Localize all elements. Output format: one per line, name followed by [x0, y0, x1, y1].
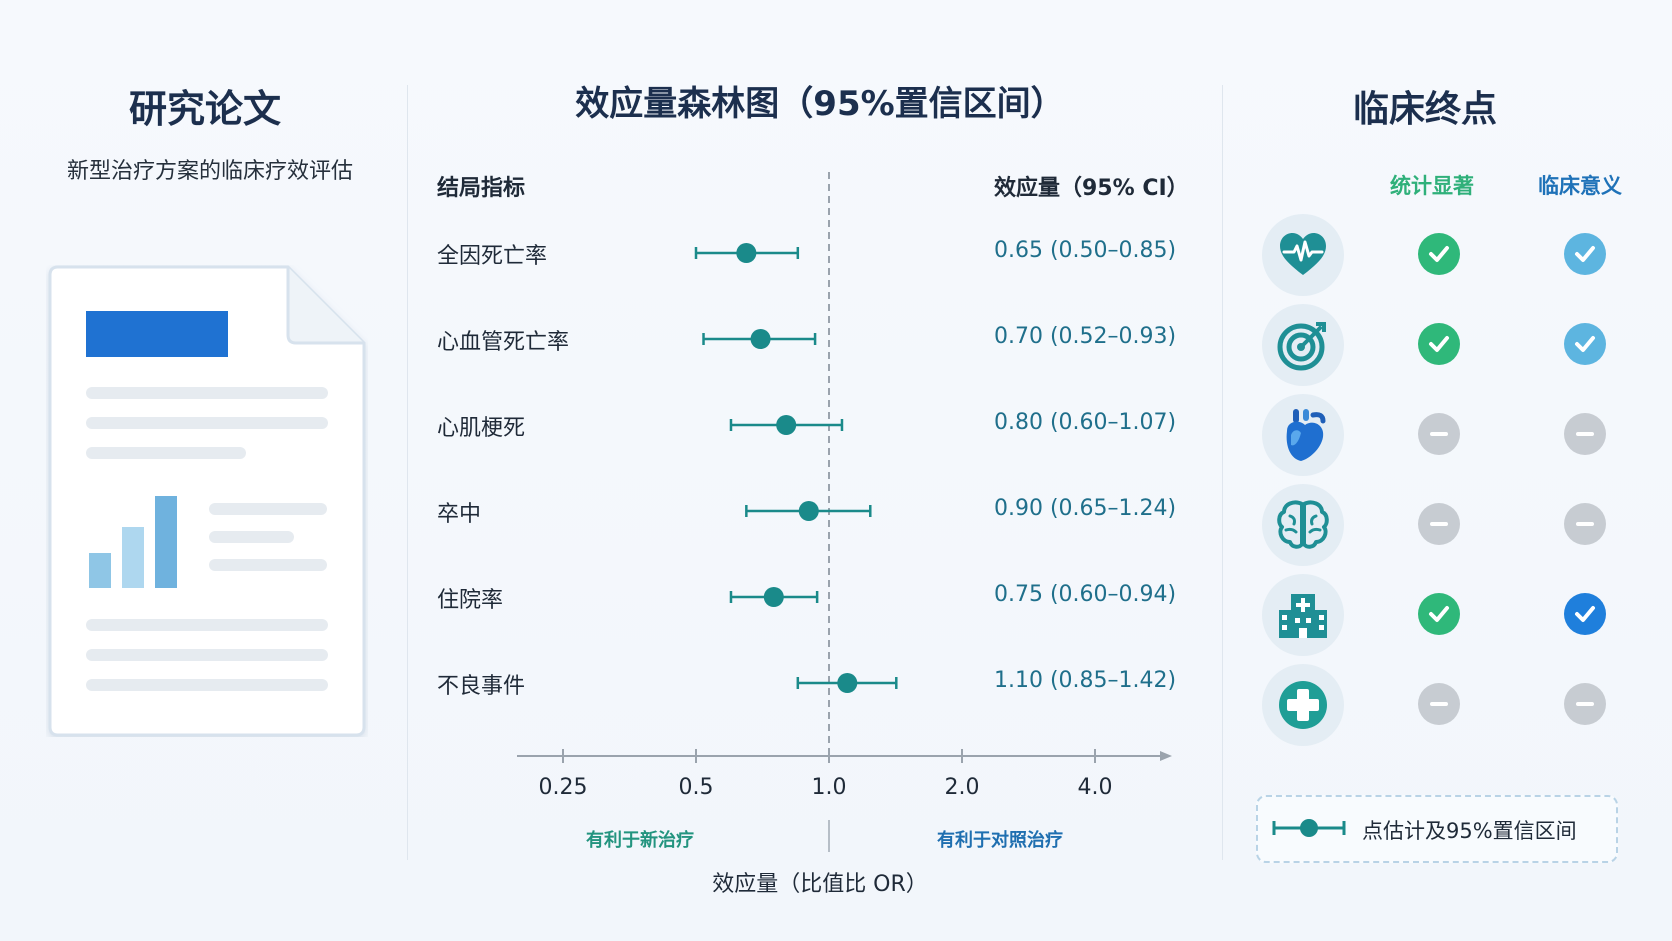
clinical-significance-header: 临床意义 [1538, 174, 1622, 198]
effect-value: 0.65 (0.50–0.85) [994, 238, 1177, 263]
check-icon [1564, 593, 1606, 635]
legend-point-ci-icon [1272, 819, 1346, 837]
check-icon [1564, 233, 1606, 275]
outcome-label: 不良事件 [437, 674, 526, 699]
right-panel-title: 临床终点 [1352, 89, 1497, 130]
favor-new-treatment-label: 有利于新治疗 [586, 830, 694, 851]
target-icon [1262, 304, 1344, 386]
point-estimate [837, 673, 858, 693]
outcome-label: 卒中 [437, 502, 482, 527]
chart-title: 效应量森林图（95%置信区间） [575, 84, 1065, 124]
stat-significance-header: 统计显著 [1390, 174, 1474, 198]
point-estimate [736, 243, 757, 263]
point-estimate [798, 501, 819, 521]
left-panel-subtitle: 新型治疗方案的临床疗效评估 [66, 159, 353, 184]
effect-value: 0.90 (0.65–1.24) [994, 496, 1177, 521]
minus-icon [1564, 683, 1606, 725]
point-estimate [750, 329, 771, 349]
outcome-label: 心肌梗死 [437, 416, 526, 441]
x-tick-label: 0.5 [679, 775, 714, 800]
check-icon [1418, 593, 1460, 635]
panel-divider-left [407, 85, 408, 860]
x-axis-label: 效应量（比值比 OR） [712, 872, 928, 897]
effect-value: 0.75 (0.60–0.94) [994, 582, 1177, 607]
minus-icon [1564, 503, 1606, 545]
x-axis-arrow [1160, 751, 1172, 761]
effect-column-header: 效应量（95% CI） [994, 176, 1189, 201]
effect-value: 0.70 (0.52–0.93) [994, 324, 1177, 349]
x-tick-label: 2.0 [945, 775, 980, 800]
outcome-label: 全因死亡率 [437, 244, 548, 269]
effect-value: 0.80 (0.60–1.07) [994, 410, 1177, 435]
document-illustration-icon [48, 265, 366, 737]
outcome-label: 住院率 [437, 588, 504, 613]
outcome-label: 心血管死亡率 [437, 330, 570, 355]
point-estimate [763, 587, 784, 607]
point-estimate [776, 415, 797, 435]
minus-icon [1418, 503, 1460, 545]
hospital-icon [1262, 574, 1344, 656]
check-icon [1564, 323, 1606, 365]
minus-icon [1418, 683, 1460, 725]
x-tick-label: 1.0 [812, 775, 847, 800]
check-icon [1418, 233, 1460, 275]
effect-value: 1.10 (0.85–1.42) [994, 668, 1177, 693]
minus-icon [1564, 413, 1606, 455]
left-panel-title: 研究论文 [128, 87, 281, 131]
panel-divider-right [1222, 85, 1223, 860]
minus-icon [1418, 413, 1460, 455]
x-tick-label: 0.25 [539, 775, 588, 800]
check-icon [1418, 323, 1460, 365]
anatomical-heart-icon [1262, 394, 1344, 476]
medical-cross-icon [1262, 664, 1344, 746]
legend-label: 点估计及95%置信区间 [1362, 819, 1577, 843]
x-tick-label: 4.0 [1078, 775, 1113, 800]
favor-control-label: 有利于对照治疗 [937, 830, 1063, 851]
heart-pulse-icon [1262, 214, 1344, 296]
outcome-column-header: 结局指标 [437, 176, 526, 201]
brain-icon [1262, 484, 1344, 566]
